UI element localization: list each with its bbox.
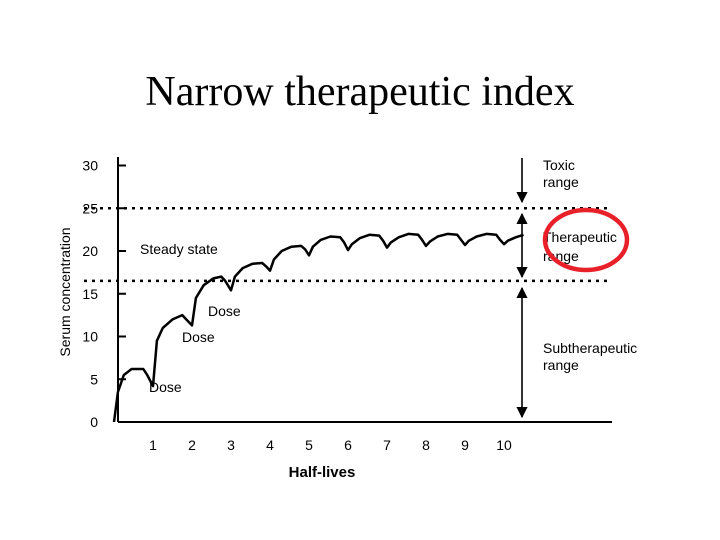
x-tick-label: 4 <box>266 437 274 453</box>
x-tick-label: 6 <box>344 437 352 453</box>
y-tick-label: 15 <box>82 286 98 302</box>
y-tick-label: 20 <box>82 243 98 259</box>
x-tick-label: 8 <box>422 437 430 453</box>
x-axis-label: Half-lives <box>289 464 356 481</box>
y-tick-label: 30 <box>82 158 98 174</box>
dose-label-3: Dose <box>208 303 241 319</box>
x-tick-label: 7 <box>383 437 391 453</box>
steady-state-label: Steady state <box>140 241 218 257</box>
toxic-range-label: Toxic range <box>543 157 579 190</box>
y-axis-label: Serum concentration <box>57 227 73 356</box>
y-tick-label: 10 <box>82 329 98 345</box>
y-tick-label: 5 <box>90 371 98 387</box>
x-tick-label: 9 <box>461 437 469 453</box>
x-tick-label: 3 <box>227 437 235 453</box>
y-ticks: 0 5 10 15 20 25 30 <box>82 158 126 430</box>
slide-title: Narrow therapeutic index <box>145 69 575 115</box>
x-tick-label: 1 <box>149 437 157 453</box>
series-line <box>112 232 524 423</box>
x-tick-label: 2 <box>188 437 196 453</box>
x-ticks: 1 2 3 4 5 6 7 8 9 10 <box>149 437 512 453</box>
y-tick-label: 25 <box>82 200 98 216</box>
x-tick-label: 5 <box>305 437 313 453</box>
dose-label-2: Dose <box>182 329 215 345</box>
x-tick-label: 10 <box>496 437 512 453</box>
y-tick-label: 0 <box>90 414 98 430</box>
dose-label-1: Dose <box>149 379 182 395</box>
highlight-circle <box>542 207 630 273</box>
subtherapeutic-range-label: Subtherapeutic range <box>543 340 641 373</box>
threshold-lines <box>84 207 612 283</box>
